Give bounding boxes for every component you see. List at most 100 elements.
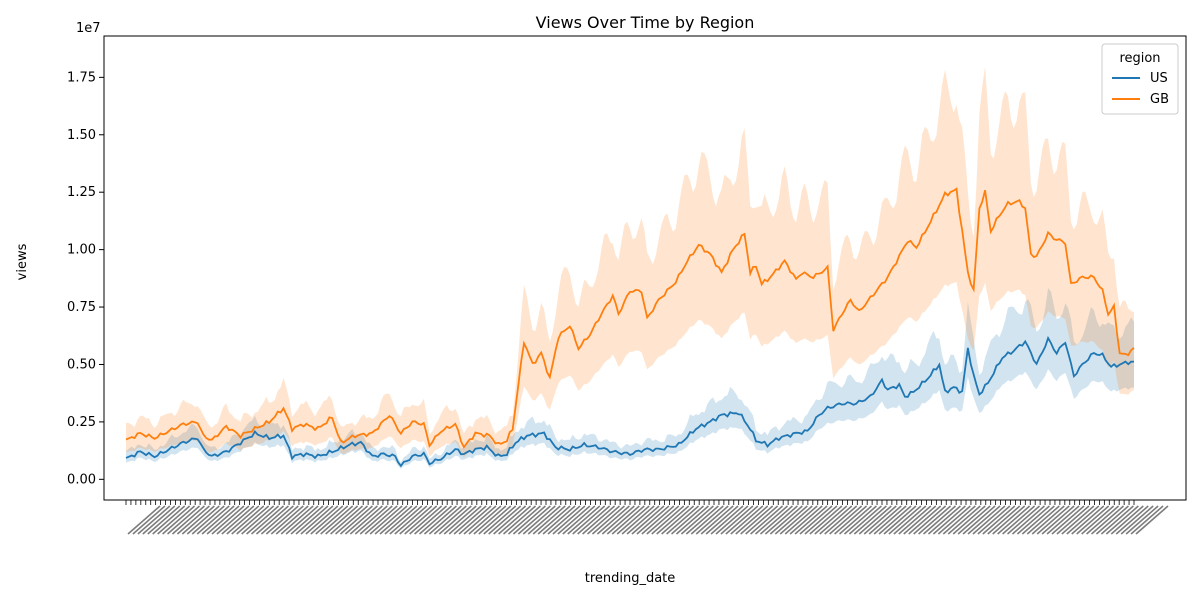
x-tick-label (972, 505, 1006, 535)
x-tick-label (898, 505, 932, 535)
y-tick-label: 1.50 (67, 128, 96, 143)
x-tick-label (181, 505, 215, 535)
x-tick-label (685, 505, 719, 535)
x-tick-label (285, 505, 319, 535)
x-tick-label (903, 505, 937, 535)
x-tick-label (690, 505, 724, 535)
x-tick-label (419, 505, 453, 535)
x-tick-label (641, 505, 675, 535)
x-tick-label (829, 505, 863, 535)
x-tick-label (962, 505, 996, 535)
x-tick-label (394, 505, 428, 535)
x-tick-label (325, 505, 359, 535)
x-tick-label (591, 505, 625, 535)
x-tick-label (567, 505, 601, 535)
x-tick-label (577, 505, 611, 535)
x-tick-label (152, 505, 186, 535)
x-tick-label (764, 505, 798, 535)
x-tick-label (404, 505, 438, 535)
x-tick-label (661, 505, 695, 535)
x-tick-label (537, 505, 571, 535)
y-tick-label: 0.50 (67, 357, 96, 372)
x-tick-label (913, 505, 947, 535)
x-tick-label (1016, 505, 1050, 535)
x-tick-label (137, 505, 171, 535)
x-tick-label (967, 505, 1001, 535)
x-tick-label (344, 505, 378, 535)
series-line-gb (125, 187, 1135, 449)
x-tick-label (320, 505, 354, 535)
x-tick-label (280, 505, 314, 535)
x-tick-label (354, 505, 388, 535)
x-tick-label (255, 505, 289, 535)
y-tick-label: 0.00 (67, 472, 96, 487)
x-tick-label (730, 505, 764, 535)
series-lines (125, 187, 1135, 468)
x-tick-label (246, 505, 280, 535)
x-tick-label (908, 505, 942, 535)
x-tick-label (843, 505, 877, 535)
x-tick-label (211, 505, 245, 535)
x-tick-label (1081, 505, 1115, 535)
x-tick-label (339, 505, 373, 535)
x-tick-label (804, 505, 838, 535)
x-tick-label (552, 505, 586, 535)
x-tick-label (952, 505, 986, 535)
x-tick-label (448, 505, 482, 535)
x-tick-label (779, 505, 813, 535)
x-tick-label (300, 505, 334, 535)
x-tick-label (162, 505, 196, 535)
x-tick-label (1056, 505, 1090, 535)
x-tick-label (814, 505, 848, 535)
x-tick-label (428, 505, 462, 535)
x-tick-label (186, 505, 220, 535)
x-tick-label (290, 505, 324, 535)
x-tick-label (503, 505, 537, 535)
x-tick-label (1071, 505, 1105, 535)
x-tick-label (127, 505, 161, 535)
x-tick-label (626, 505, 660, 535)
x-tick-label (463, 505, 497, 535)
x-tick-label (759, 505, 793, 535)
x-tick-label (196, 505, 230, 535)
x-tick-label (1026, 505, 1060, 535)
x-tick-label (389, 505, 423, 535)
x-tick-label (310, 505, 344, 535)
x-tick-label (700, 505, 734, 535)
x-tick-label (651, 505, 685, 535)
x-tick-label (606, 505, 640, 535)
x-tick-label (824, 505, 858, 535)
x-tick-label (982, 505, 1016, 535)
x-tick-label (507, 505, 541, 535)
x-tick-label (853, 505, 887, 535)
x-tick-label (369, 505, 403, 535)
x-tick-label (542, 505, 576, 535)
x-tick-label (142, 505, 176, 535)
x-tick-label (666, 505, 700, 535)
x-tick-label (987, 505, 1021, 535)
x-tick-label (241, 505, 275, 535)
x-tick-label (616, 505, 650, 535)
confidence-bands (126, 66, 1134, 469)
band-gb (126, 66, 1134, 458)
x-tick-label (1135, 505, 1169, 535)
x-tick-label (646, 505, 680, 535)
x-tick-label (695, 505, 729, 535)
x-tick-label (1120, 505, 1154, 535)
x-tick-label (705, 505, 739, 535)
y-tick-label: 0.75 (67, 300, 96, 315)
x-tick-label (957, 505, 991, 535)
x-tick-label (735, 505, 769, 535)
x-tick-label (1066, 505, 1100, 535)
x-tick-label (216, 505, 250, 535)
x-tick-label (176, 505, 210, 535)
x-tick-label (468, 505, 502, 535)
x-tick-label (1002, 505, 1036, 535)
x-tick-label (473, 505, 507, 535)
x-tick-label (295, 505, 329, 535)
x-tick-label (888, 505, 922, 535)
x-tick-label (562, 505, 596, 535)
legend-label-gb: GB (1150, 92, 1169, 107)
x-tick-label (834, 505, 868, 535)
x-tick-label (789, 505, 823, 535)
